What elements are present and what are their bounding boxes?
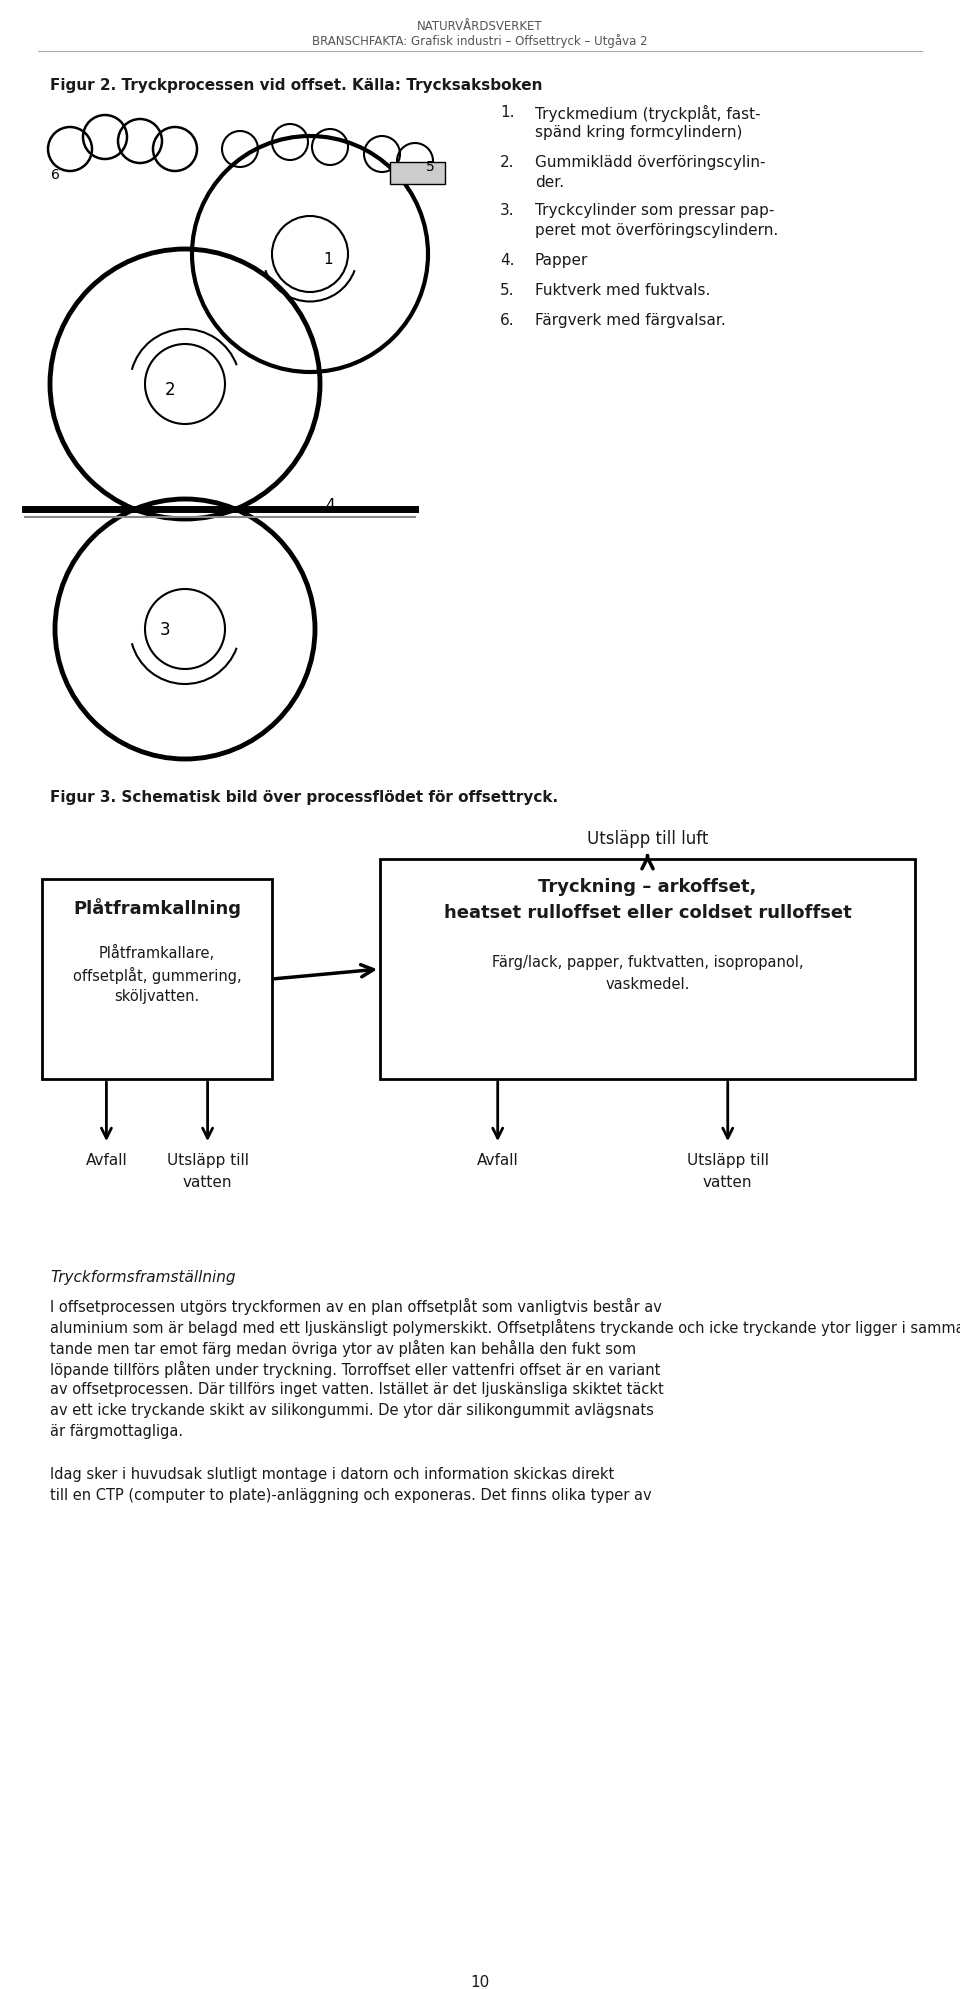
Text: Plåtframkallning: Plåtframkallning: [73, 897, 241, 917]
Text: 5.: 5.: [500, 282, 515, 298]
Text: Utsläpp till: Utsläpp till: [167, 1152, 249, 1168]
Text: Färg/lack, papper, fuktvatten, isopropanol,: Färg/lack, papper, fuktvatten, isopropan…: [492, 955, 804, 969]
Text: aluminium som är belagd med ett ljuskänsligt polymerskikt. Offsetplåtens tryckan: aluminium som är belagd med ett ljuskäns…: [50, 1319, 960, 1335]
Text: vaskmedel.: vaskmedel.: [606, 977, 689, 991]
Text: Tryckcylinder som pressar pap-: Tryckcylinder som pressar pap-: [535, 203, 775, 219]
Text: Tryckformsframställning: Tryckformsframställning: [50, 1269, 235, 1285]
Text: tande men tar emot färg medan övriga ytor av plåten kan behålla den fukt som: tande men tar emot färg medan övriga yto…: [50, 1339, 636, 1356]
Text: 6.: 6.: [500, 312, 515, 328]
Text: sköljvatten.: sköljvatten.: [114, 989, 200, 1004]
Text: 3: 3: [159, 621, 170, 638]
Text: der.: der.: [535, 175, 564, 189]
Text: Figur 2. Tryckprocessen vid offset. Källa: Trycksaksboken: Figur 2. Tryckprocessen vid offset. Käll…: [50, 78, 542, 93]
Text: heatset rulloffset eller coldset rulloffset: heatset rulloffset eller coldset rulloff…: [444, 903, 852, 921]
Text: 2.: 2.: [500, 155, 515, 169]
Text: Figur 3. Schematisk bild över processflödet för offsettryck.: Figur 3. Schematisk bild över processflö…: [50, 790, 558, 806]
Text: 10: 10: [470, 1973, 490, 1989]
Text: Avfall: Avfall: [477, 1152, 518, 1168]
Text: Utsläpp till: Utsläpp till: [686, 1152, 769, 1168]
Text: peret mot överföringscylindern.: peret mot överföringscylindern.: [535, 223, 779, 239]
Text: 1.: 1.: [500, 105, 515, 119]
Text: Färgverk med färgvalsar.: Färgverk med färgvalsar.: [535, 312, 726, 328]
Text: I offsetprocessen utgörs tryckformen av en plan offsetplåt som vanligtvis består: I offsetprocessen utgörs tryckformen av …: [50, 1297, 661, 1315]
Text: Papper: Papper: [535, 253, 588, 269]
Text: är färgmottagliga.: är färgmottagliga.: [50, 1424, 183, 1438]
Text: Tryckmedium (tryckplåt, fast-: Tryckmedium (tryckplåt, fast-: [535, 105, 760, 121]
Text: av ett icke tryckande skikt av silikongummi. De ytor där silikongummit avlägsnat: av ett icke tryckande skikt av silikongu…: [50, 1402, 654, 1418]
Text: 4: 4: [325, 497, 335, 513]
Bar: [390, 163, 445, 185]
Text: Avfall: Avfall: [85, 1152, 128, 1168]
Text: BRANSCHFAKTA: Grafisk industri – Offsettryck – Utgåva 2: BRANSCHFAKTA: Grafisk industri – Offsett…: [312, 34, 648, 48]
Text: löpande tillförs plåten under tryckning. Torroffset eller vattenfri offset är en: löpande tillförs plåten under tryckning.…: [50, 1360, 660, 1376]
Text: 5: 5: [426, 159, 435, 173]
Text: Gummiklädd överföringscylin-: Gummiklädd överföringscylin-: [535, 155, 765, 169]
Text: Idag sker i huvudsak slutligt montage i datorn och information skickas direkt: Idag sker i huvudsak slutligt montage i …: [50, 1466, 614, 1482]
Text: Fuktverk med fuktvals.: Fuktverk med fuktvals.: [535, 282, 710, 298]
Text: 3.: 3.: [500, 203, 515, 219]
Text: 1: 1: [324, 253, 333, 267]
Text: Tryckning – arkoffset,: Tryckning – arkoffset,: [539, 877, 756, 895]
Text: av offsetprocessen. Där tillförs inget vatten. Istället är det ljuskänsliga skik: av offsetprocessen. Där tillförs inget v…: [50, 1380, 663, 1396]
Text: 2: 2: [165, 380, 176, 400]
Text: offsetplåt, gummering,: offsetplåt, gummering,: [73, 967, 241, 983]
Text: vatten: vatten: [703, 1174, 753, 1189]
Text: spänd kring formcylindern): spänd kring formcylindern): [535, 125, 742, 139]
Text: vatten: vatten: [182, 1174, 232, 1189]
Text: 4.: 4.: [500, 253, 515, 269]
Text: till en CTP (computer to plate)-anläggning och exponeras. Det finns olika typer : till en CTP (computer to plate)-anläggni…: [50, 1488, 652, 1502]
Text: 6: 6: [51, 167, 60, 181]
Bar: [380, 859, 915, 1080]
Bar: [42, 879, 272, 1080]
Text: Utsläpp till luft: Utsläpp till luft: [587, 829, 708, 847]
Text: NATURVÅRDSVERKET: NATURVÅRDSVERKET: [418, 20, 542, 34]
Text: Plåtframkallare,: Plåtframkallare,: [99, 945, 215, 961]
